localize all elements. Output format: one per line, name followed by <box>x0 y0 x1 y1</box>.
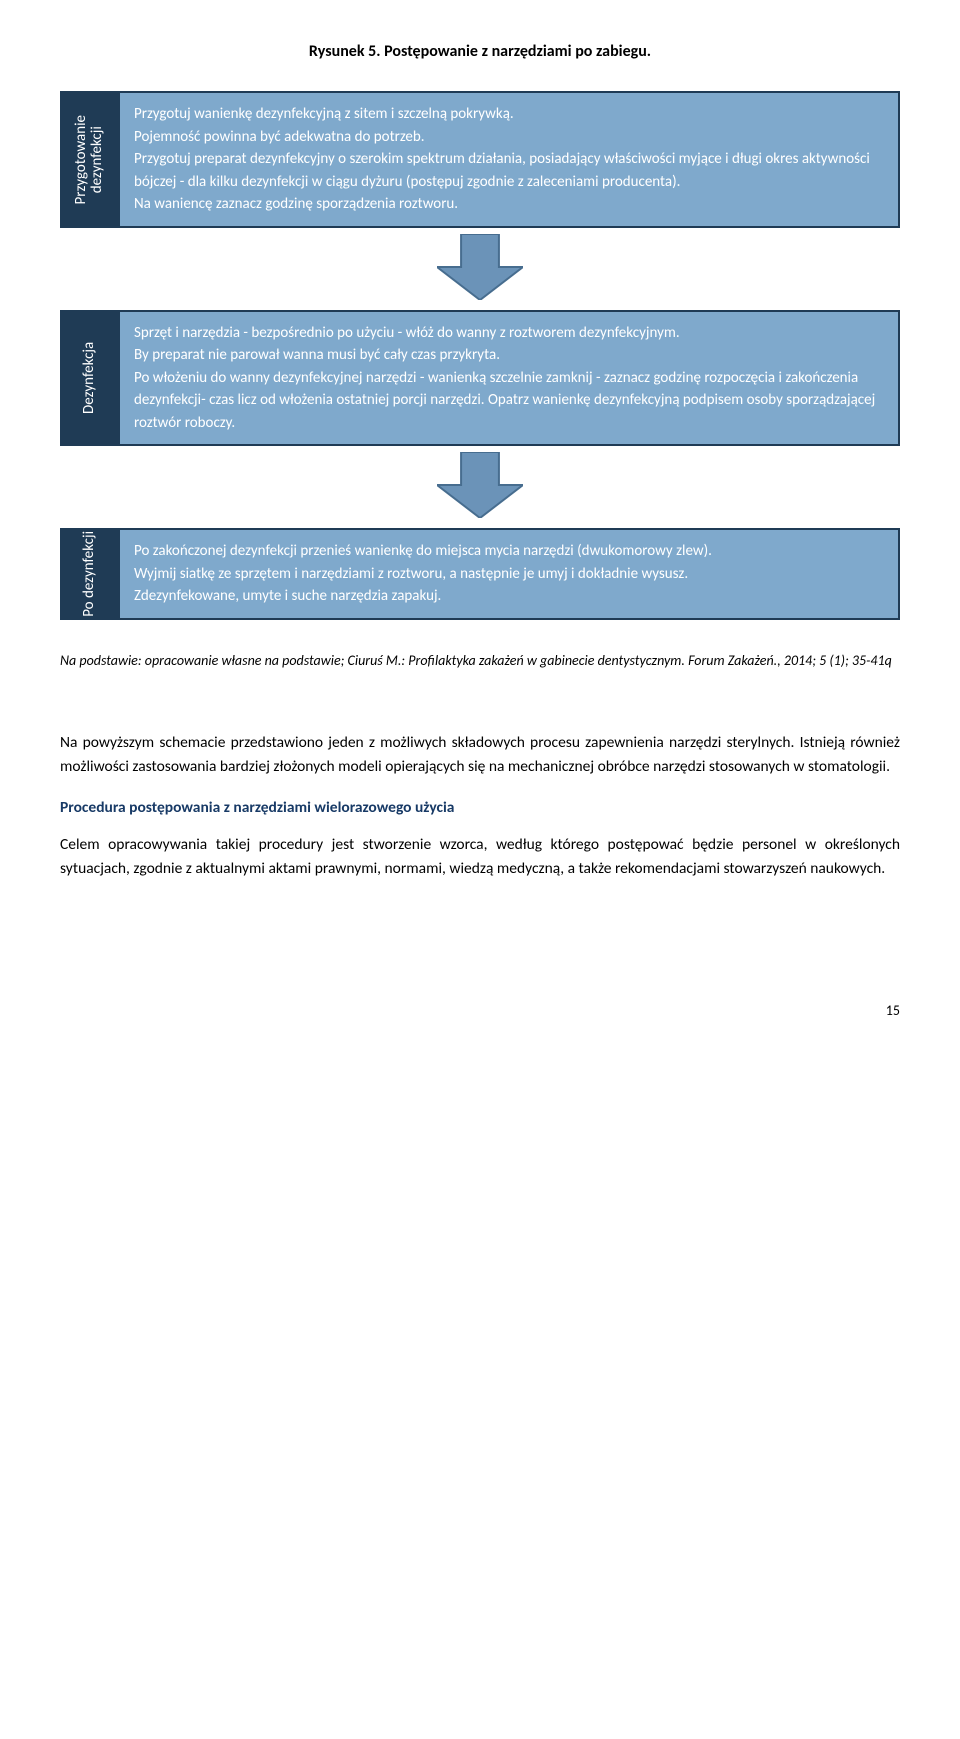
flow-stage: Dezynfekcja Sprzęt i narzędzia - bezpośre… <box>60 310 900 447</box>
stage-content: Przygotuj wanienkę dezynfekcyjną z sitem… <box>120 93 898 226</box>
page-number: 15 <box>60 1001 900 1021</box>
stage-label-text: Dezynfekcja <box>82 342 98 414</box>
stage-content: Sprzęt i narzędzia - bezpośrednio po uży… <box>120 312 898 445</box>
stage-content: Po zakończonej dezynfekcji przenieś wani… <box>120 530 898 618</box>
flow-stage: Po dezynfekcji Po zakończonej dezynfekcji… <box>60 528 900 620</box>
body-paragraph-1: Na powyższym schemacie przedstawiono jed… <box>60 731 900 779</box>
figure-title: Rysunek 5. Postępowanie z narzędziami po… <box>60 40 900 63</box>
arrow-down-icon <box>437 234 523 300</box>
stage-label-text: Przygotowaniedezynfekcji <box>74 115 106 205</box>
arrow-down <box>60 452 900 518</box>
stage-label: Dezynfekcja <box>62 312 120 445</box>
arrow-down <box>60 234 900 300</box>
stage-label: Po dezynfekcji <box>62 530 120 618</box>
stage-label: Przygotowaniedezynfekcji <box>62 93 120 226</box>
arrow-down-icon <box>437 452 523 518</box>
body-paragraph-2: Celem opracowywania takiej procedury jes… <box>60 833 900 881</box>
flow-stage: Przygotowaniedezynfekcji Przygotuj wanien… <box>60 91 900 228</box>
source-note: Na podstawie: opracowanie własne na pods… <box>60 650 900 671</box>
flowchart-container: Przygotowaniedezynfekcji Przygotuj wanien… <box>60 91 900 620</box>
stage-label-text: Po dezynfekcji <box>82 531 98 617</box>
section-heading: Procedura postępowania z narzędziami wie… <box>60 797 900 819</box>
